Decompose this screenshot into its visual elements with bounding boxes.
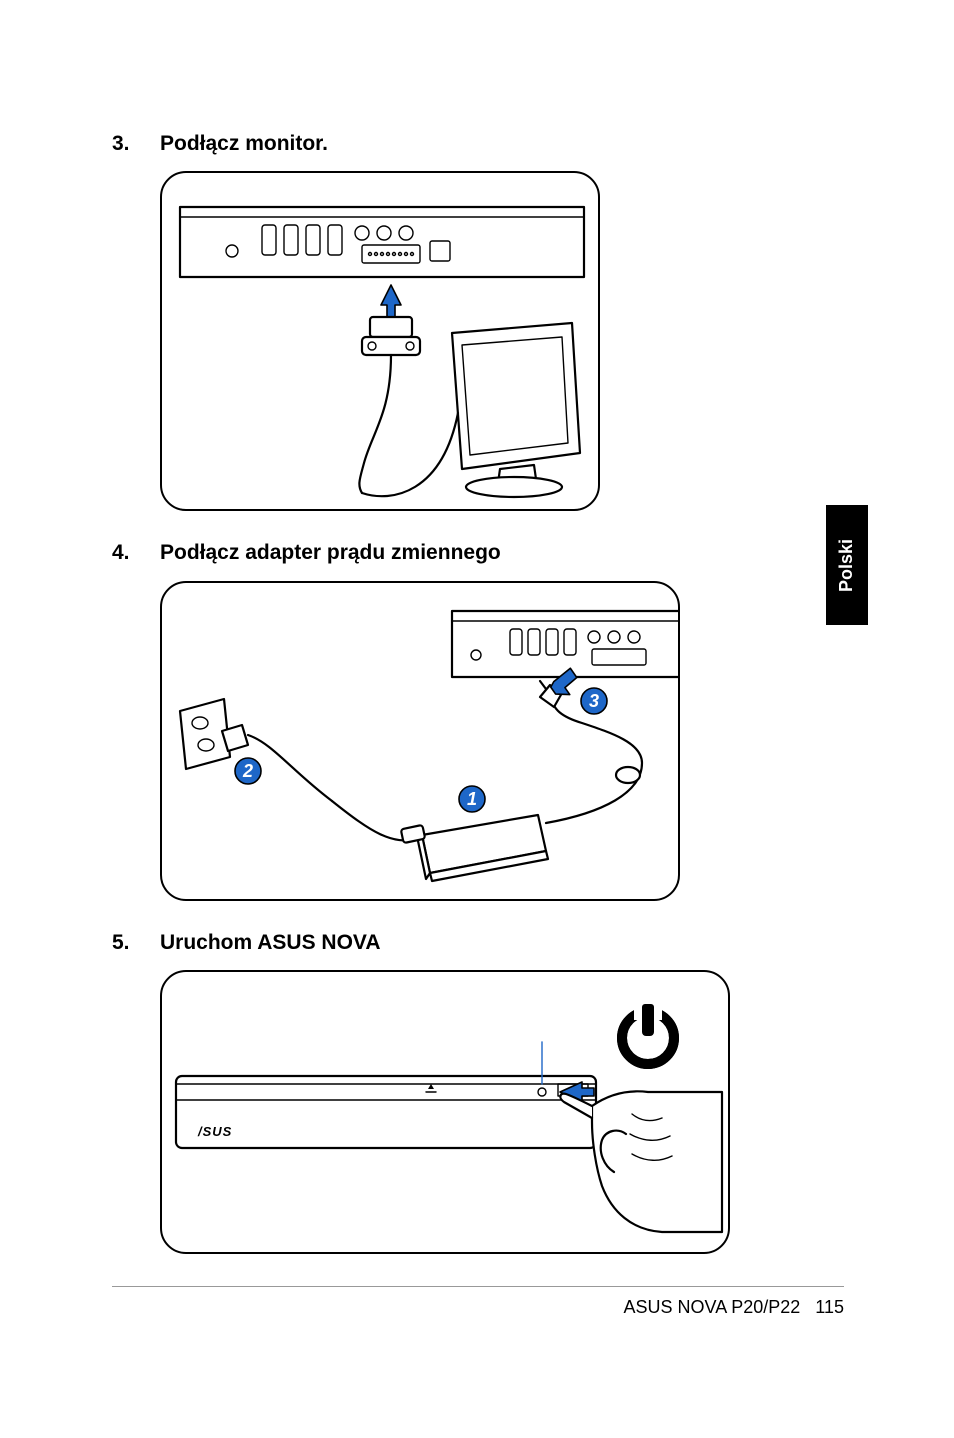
footer-text: ASUS NOVA P20/P22 115 xyxy=(112,1297,844,1318)
step-5-title: Uruchom ASUS NOVA xyxy=(160,929,381,956)
language-tab: Polski xyxy=(826,505,868,625)
content-column: 3. Podłącz monitor. xyxy=(112,130,842,1282)
badge-3-label: 3 xyxy=(589,691,599,711)
callout-badge-1: 1 xyxy=(459,786,485,812)
step-3: 3. Podłącz monitor. xyxy=(112,130,842,511)
step-5-heading: 5. Uruchom ASUS NOVA xyxy=(112,929,842,956)
footer-rule xyxy=(112,1286,844,1287)
callout-badge-2: 2 xyxy=(235,758,261,784)
step-3-number: 3. xyxy=(112,130,160,157)
step-3-heading: 3. Podłącz monitor. xyxy=(112,130,842,157)
svg-text:/SUS: /SUS xyxy=(197,1124,232,1139)
step-4-heading: 4. Podłącz adapter prądu zmiennego xyxy=(112,539,842,566)
figure-power-on: /SUS xyxy=(160,970,730,1254)
step-5: 5. Uruchom ASUS NOVA /SUS xyxy=(112,929,842,1254)
page-footer: ASUS NOVA P20/P22 115 xyxy=(112,1286,844,1318)
footer-page-number: 115 xyxy=(815,1297,844,1317)
step-5-number: 5. xyxy=(112,929,160,956)
language-tab-label: Polski xyxy=(837,538,858,591)
step-4: 4. Podłącz adapter prądu zmiennego xyxy=(112,539,842,900)
callout-badge-3: 3 xyxy=(581,688,607,714)
figure-connect-monitor xyxy=(160,171,600,511)
step-4-number: 4. xyxy=(112,539,160,566)
badge-1-label: 1 xyxy=(467,789,477,809)
footer-product: ASUS NOVA P20/P22 xyxy=(624,1297,801,1317)
power-icon xyxy=(622,1002,674,1064)
figure-connect-power: 2 1 xyxy=(160,581,680,901)
manual-page: 3. Podłącz monitor. xyxy=(0,0,954,1438)
step-3-title: Podłącz monitor. xyxy=(160,130,328,157)
badge-2-label: 2 xyxy=(242,761,253,781)
step-4-title: Podłącz adapter prądu zmiennego xyxy=(160,539,501,566)
